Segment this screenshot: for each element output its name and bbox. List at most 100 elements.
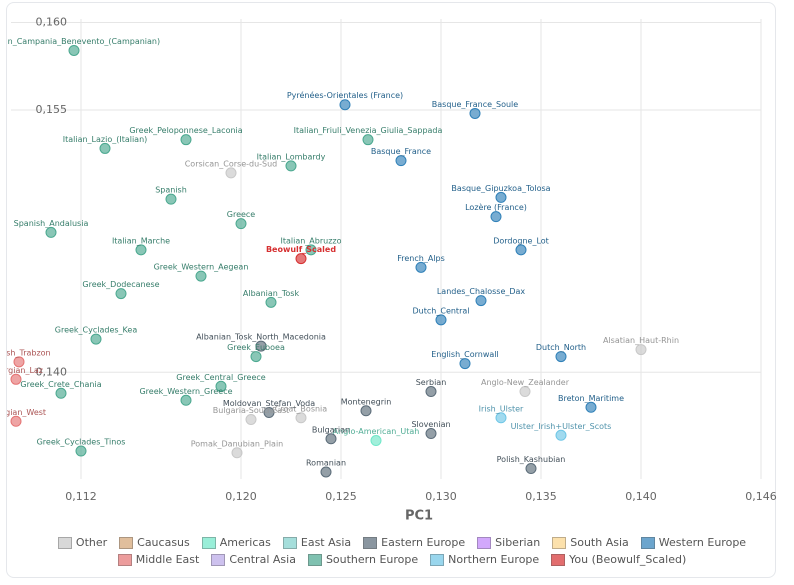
points	[10, 44, 647, 478]
point	[435, 314, 447, 326]
legend-label: Siberian	[495, 536, 541, 549]
legend-label: Southern Europe	[325, 553, 419, 566]
x-axis-title: PC1	[405, 509, 433, 524]
y-tick-label: 0,155	[36, 103, 68, 116]
legend-item[interactable]: You (Beowulf_Scaled)	[551, 553, 686, 566]
point-label: Polish_Kashubian	[497, 455, 566, 464]
point-label: Moldovan_Stefan_Voda	[223, 399, 315, 408]
point	[235, 218, 247, 230]
point-label: Corsican_Corse-du-Sud	[185, 159, 278, 168]
legend-item[interactable]: Western Europe	[640, 536, 747, 549]
legend-swatch	[119, 536, 134, 549]
legend-item[interactable]: Americas	[201, 536, 271, 549]
point-label: Italian_Friuli_Venezia_Giulia_Sappada	[294, 126, 443, 135]
point-label: Greek_Central_Greece	[176, 373, 265, 382]
point	[135, 244, 147, 256]
point-label: Greek_Western_Greece	[139, 387, 232, 396]
point-label: Greek_Cyclades_Tinos	[37, 438, 126, 447]
legend-item[interactable]: Central Asia	[211, 553, 296, 566]
point-label: Italian_Campania_Benevento_(Campanian)	[7, 37, 160, 46]
legend-item[interactable]: Southern Europe	[307, 553, 419, 566]
legend-label: Central Asia	[229, 553, 296, 566]
point	[90, 333, 102, 345]
point-label: Georgian_West	[7, 408, 46, 417]
point	[295, 253, 307, 265]
point	[555, 351, 567, 363]
point-label: Ulster_Irish+Ulster_Scots	[511, 422, 612, 431]
point-label: Montenegrin	[341, 397, 392, 406]
point-label: Bulgarian	[312, 425, 350, 434]
legend-item[interactable]: Northern Europe	[430, 553, 539, 566]
point	[75, 445, 87, 457]
point-label: Italian_Lazio_(Italian)	[63, 135, 148, 144]
legend-item[interactable]: Caucasus	[119, 536, 190, 549]
x-tick-label: 0,130	[425, 490, 457, 503]
x-tick-label: 0,120	[225, 490, 257, 503]
point	[395, 155, 407, 167]
point-label: Alsatian_Haut-Rhin	[603, 336, 679, 345]
point-label: Lozère (France)	[465, 202, 527, 212]
point	[285, 160, 297, 172]
legend-swatch	[552, 536, 567, 549]
point	[515, 244, 527, 256]
legend-label: Eastern Europe	[381, 536, 466, 549]
chart: PC1 0,112 0,120 0,125 0,130 0,135 0,140 0,146 0…	[7, 15, 777, 524]
point	[13, 356, 25, 368]
point-label: Basque_Gipuzkoa_Tolosa	[451, 184, 550, 193]
point	[459, 358, 471, 370]
legend-item[interactable]: Siberian	[477, 536, 540, 549]
x-tick-label: 0,135	[525, 490, 557, 503]
legend-label: You (Beowulf_Scaled)	[569, 553, 687, 566]
point-label: Turkish_Trabzon	[7, 348, 51, 357]
point-label: Irish_Ulster	[479, 404, 524, 413]
point	[585, 401, 597, 413]
point-label: Greece	[227, 210, 256, 219]
point	[490, 211, 502, 223]
y-tick-label: 0,160	[36, 15, 68, 28]
point-label: Albanian_Tosk	[243, 289, 300, 298]
legend-label: Caucasus	[137, 536, 190, 549]
point-label: Beowulf_Scaled	[266, 245, 336, 254]
point	[10, 373, 22, 385]
legend-item[interactable]: Middle East	[117, 553, 200, 566]
point-label: Landes_Chalosse_Dax	[437, 287, 526, 296]
point-label: French_Alps	[397, 254, 445, 263]
point	[475, 295, 487, 307]
legend-item[interactable]: East Asia	[282, 536, 351, 549]
point	[45, 226, 57, 238]
point-label: Basque_France	[371, 147, 431, 156]
legend-item[interactable]: Other	[57, 536, 108, 549]
x-tick-label: 0,140	[625, 490, 657, 503]
point-label: Italian_Marche	[112, 236, 170, 245]
legend-item[interactable]: Eastern Europe	[363, 536, 465, 549]
legend-label: Western Europe	[658, 536, 747, 549]
point-label: Anglo-New_Zealander	[481, 378, 570, 387]
point-label: Greek_Peloponnese_Laconia	[129, 126, 242, 135]
point-label: Greek_Western_Aegean	[154, 263, 249, 272]
legend-label: South Asia	[570, 536, 629, 549]
point	[425, 386, 437, 398]
point	[555, 429, 567, 441]
point	[425, 428, 437, 440]
point	[195, 270, 207, 282]
point	[263, 407, 275, 419]
point	[165, 193, 177, 205]
legend-label: Other	[75, 536, 108, 549]
point-label: Slovenian	[411, 420, 450, 429]
legend-swatch	[477, 536, 492, 549]
legend-label: Middle East	[135, 553, 200, 566]
legend-item[interactable]: South Asia	[552, 536, 629, 549]
point	[362, 134, 374, 146]
point	[180, 134, 192, 146]
legend-swatch	[430, 553, 445, 566]
point-label: Pomak_Danubian_Plain	[191, 439, 283, 448]
point	[370, 435, 382, 447]
point	[231, 447, 243, 459]
point-label: Bulgaria-SouthEast	[213, 406, 290, 415]
x-tick-label: 0,125	[325, 490, 357, 503]
point-label: Anglo-American_Utah	[333, 427, 420, 436]
point-label: Greek_Dodecanese	[82, 280, 159, 289]
point-labels: Corsican_Corse-du-Sud Alsatian_Haut-Rhin A…	[7, 37, 679, 468]
point	[215, 380, 227, 392]
point	[339, 99, 351, 111]
